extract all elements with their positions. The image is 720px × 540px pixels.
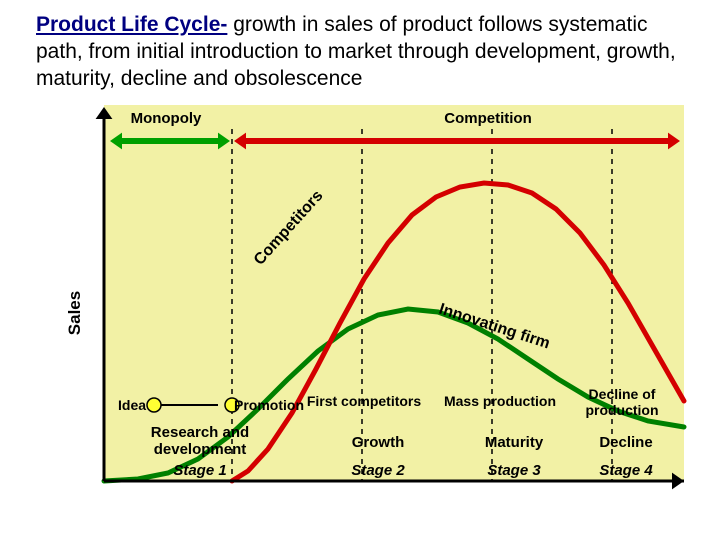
label-event: First competitors <box>307 393 422 409</box>
label-stage: Stage 4 <box>599 462 653 479</box>
label-monopoly: Monopoly <box>131 110 202 127</box>
y-axis-label: Sales <box>65 290 84 334</box>
product-life-cycle-chart: MonopolyCompetitionCompetitorsInnovating… <box>48 101 688 521</box>
label-stage: Stage 1 <box>173 462 226 479</box>
label-idea: Idea <box>118 397 146 413</box>
label-phase: Decline <box>599 434 652 451</box>
label-event: Decline of <box>589 386 656 402</box>
title-lead: Product Life Cycle- <box>36 13 227 36</box>
stage-dot <box>147 398 161 412</box>
label-phase: Growth <box>352 434 405 451</box>
label-phase: Maturity <box>485 434 544 451</box>
label-promotion: Promotion <box>234 397 304 413</box>
label-phase: Research and <box>151 424 249 441</box>
label-stage: Stage 3 <box>487 462 541 479</box>
label-event: Mass production <box>444 393 556 409</box>
chart-svg: MonopolyCompetitionCompetitorsInnovating… <box>48 101 688 521</box>
title-block: Product Life Cycle- growth in sales of p… <box>0 0 720 101</box>
label-stage: Stage 2 <box>351 462 405 479</box>
label-phase: development <box>154 441 247 458</box>
label-event: production <box>585 402 658 418</box>
label-competition: Competition <box>444 110 532 127</box>
